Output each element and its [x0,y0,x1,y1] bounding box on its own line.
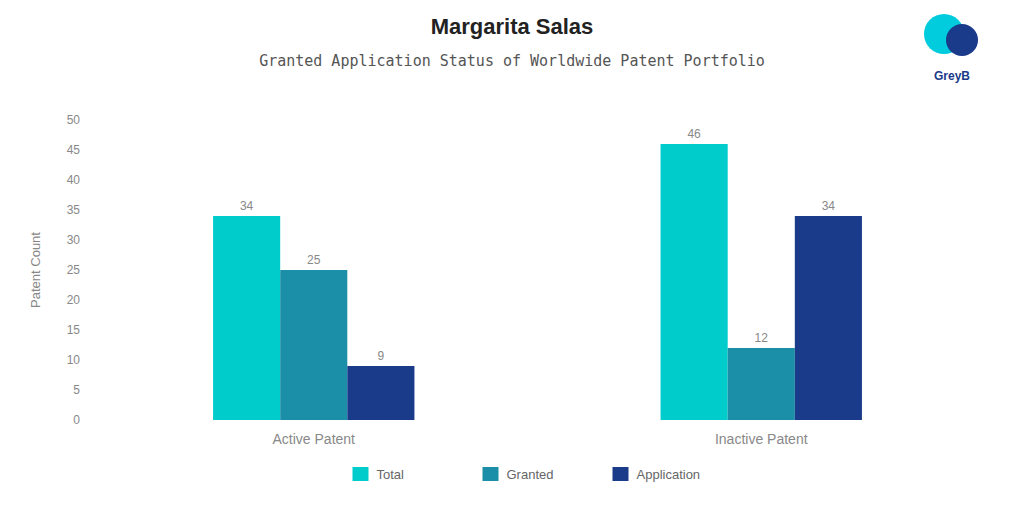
data-label: 34 [240,199,254,213]
bar [280,270,347,420]
chart-container: Margarita Salas Granted Application Statu… [0,0,1024,519]
y-tick-label: 35 [67,203,81,217]
legend-swatch [353,467,369,481]
y-tick-label: 45 [67,143,81,157]
y-axis-label: Patent Count [28,232,43,308]
bar [661,144,728,420]
y-tick-label: 25 [67,263,81,277]
y-tick-label: 10 [67,353,81,367]
y-tick-label: 30 [67,233,81,247]
data-label: 46 [687,127,701,141]
annotation: GreyB [934,69,970,83]
y-tick-label: 15 [67,323,81,337]
data-label: 12 [755,331,769,345]
data-labels: 34 46 25 12 9 34 [240,127,835,363]
x-tick-label: Inactive Patent [715,431,808,447]
y-tick-label: 40 [67,173,81,187]
data-label: 34 [822,199,836,213]
legend: Total Granted Application [353,467,701,482]
bars [213,144,862,420]
subtitle: Granted Application Status of Worldwide … [259,52,765,70]
y-tick-label: 20 [67,293,81,307]
legend-swatch [483,467,499,481]
data-label: 9 [378,349,385,363]
title: Margarita Salas [431,14,594,39]
bar [213,216,280,420]
legend-label: Application [637,467,701,482]
logo: GreyB [924,14,978,83]
legend-label: Total [377,467,405,482]
legend-swatch [613,467,629,481]
chart-svg: Margarita Salas Granted Application Statu… [0,0,1024,519]
data-label: 25 [307,253,321,267]
bar [347,366,414,420]
x-tick-label: Active Patent [273,431,356,447]
bar [728,348,795,420]
legend-label: Granted [507,467,554,482]
logo-shape [946,24,978,56]
y-tick-label: 0 [73,413,80,427]
bar [795,216,862,420]
y-tick-label: 5 [73,383,80,397]
y-tick-label: 50 [67,113,81,127]
